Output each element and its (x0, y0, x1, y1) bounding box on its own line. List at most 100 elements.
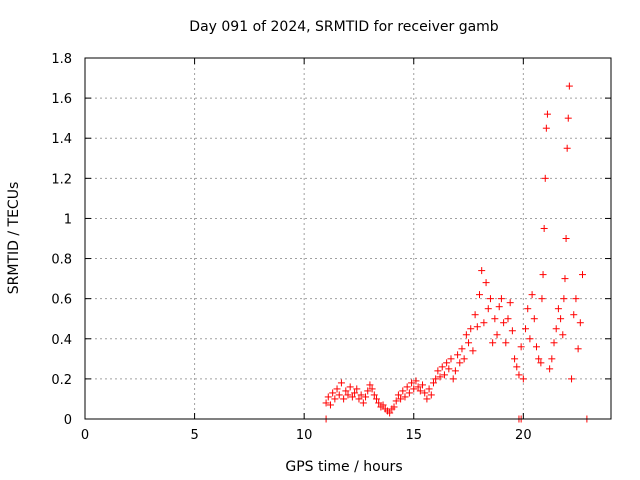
data-point (324, 393, 332, 401)
data-point (432, 375, 440, 383)
x-tick-label: 20 (515, 428, 532, 443)
data-point (471, 311, 479, 319)
data-point (401, 393, 409, 401)
y-tick-label: 0 (64, 413, 72, 428)
y-tick-label: 0.2 (51, 373, 72, 388)
data-point (362, 393, 370, 401)
data-point (414, 383, 422, 391)
data-point (329, 389, 337, 397)
data-point (542, 124, 550, 132)
data-point (504, 315, 512, 323)
data-point (570, 311, 578, 319)
data-point (480, 319, 488, 327)
data-point (429, 379, 437, 387)
data-point (390, 403, 398, 411)
data-point (372, 395, 380, 403)
data-point (397, 395, 405, 403)
data-point (344, 391, 352, 399)
data-point (562, 235, 570, 242)
data-point (526, 335, 534, 343)
y-tick-label: 0.4 (51, 333, 72, 348)
data-point (500, 319, 508, 327)
data-point (425, 385, 433, 393)
data-point (366, 381, 374, 389)
data-point (537, 359, 545, 367)
data-point (375, 399, 383, 407)
data-point (333, 385, 341, 393)
data-point (392, 397, 400, 405)
data-point (495, 303, 503, 311)
data-point (576, 319, 584, 327)
data-point (491, 315, 499, 323)
data-point (540, 224, 548, 232)
data-point (447, 355, 455, 363)
data-point (557, 315, 565, 323)
y-axis-label: SRMTID / TECUs (6, 182, 22, 295)
axis-ticks: 0 5 10 15 20 0 0.2 0.4 0.6 0.8 1 1.2 1.4 1.6 1.8 (51, 52, 611, 443)
data-point (326, 401, 334, 409)
data-point (519, 375, 527, 383)
data-point (355, 395, 363, 403)
data-point (508, 327, 516, 335)
data-point (357, 391, 365, 399)
data-point (489, 339, 497, 347)
data-point (517, 343, 525, 351)
data-point (405, 389, 413, 397)
data-point (546, 365, 554, 373)
y-tick-label: 1.4 (51, 132, 72, 147)
data-point (561, 275, 569, 283)
data-point (462, 331, 470, 339)
data-point (550, 339, 558, 347)
data-point (353, 385, 361, 393)
data-point (423, 395, 431, 403)
data-point (449, 375, 457, 383)
data-point (408, 379, 416, 387)
data-point (482, 279, 490, 287)
data-point (340, 395, 348, 403)
data-point (322, 399, 330, 407)
data-point (467, 325, 475, 333)
data-point (548, 355, 556, 363)
data-point (394, 391, 402, 399)
data-point (465, 339, 473, 347)
data-point (458, 345, 466, 353)
data-point (572, 295, 580, 303)
data-point (543, 110, 551, 118)
data-points (322, 82, 591, 423)
data-point (368, 385, 376, 393)
data-point (410, 385, 418, 393)
x-tick-label: 5 (190, 428, 198, 443)
data-point (532, 343, 540, 351)
data-point (563, 144, 571, 152)
data-point (522, 325, 530, 333)
data-point (539, 271, 547, 279)
data-point (528, 291, 536, 299)
y-tick-label: 1.6 (51, 92, 72, 107)
data-point (451, 367, 459, 375)
x-tick-label: 15 (405, 428, 422, 443)
data-point (346, 383, 354, 391)
data-point (359, 399, 367, 407)
data-point (419, 381, 427, 389)
data-point (370, 391, 378, 399)
data-point (530, 315, 538, 323)
data-point (524, 305, 532, 313)
data-point (456, 359, 464, 367)
grid (85, 58, 611, 419)
x-axis-label: GPS time / hours (285, 459, 402, 475)
data-point (478, 267, 486, 275)
data-point (552, 325, 560, 333)
data-point (412, 377, 420, 385)
data-point (484, 305, 492, 313)
data-point (436, 373, 444, 381)
data-point (454, 351, 462, 359)
x-tick-label: 10 (296, 428, 313, 443)
data-point (342, 387, 350, 395)
plot-frame (84, 57, 612, 420)
data-point (515, 371, 523, 379)
data-point (364, 387, 372, 395)
data-point (469, 347, 477, 355)
data-point (568, 375, 576, 383)
data-point (348, 393, 356, 401)
